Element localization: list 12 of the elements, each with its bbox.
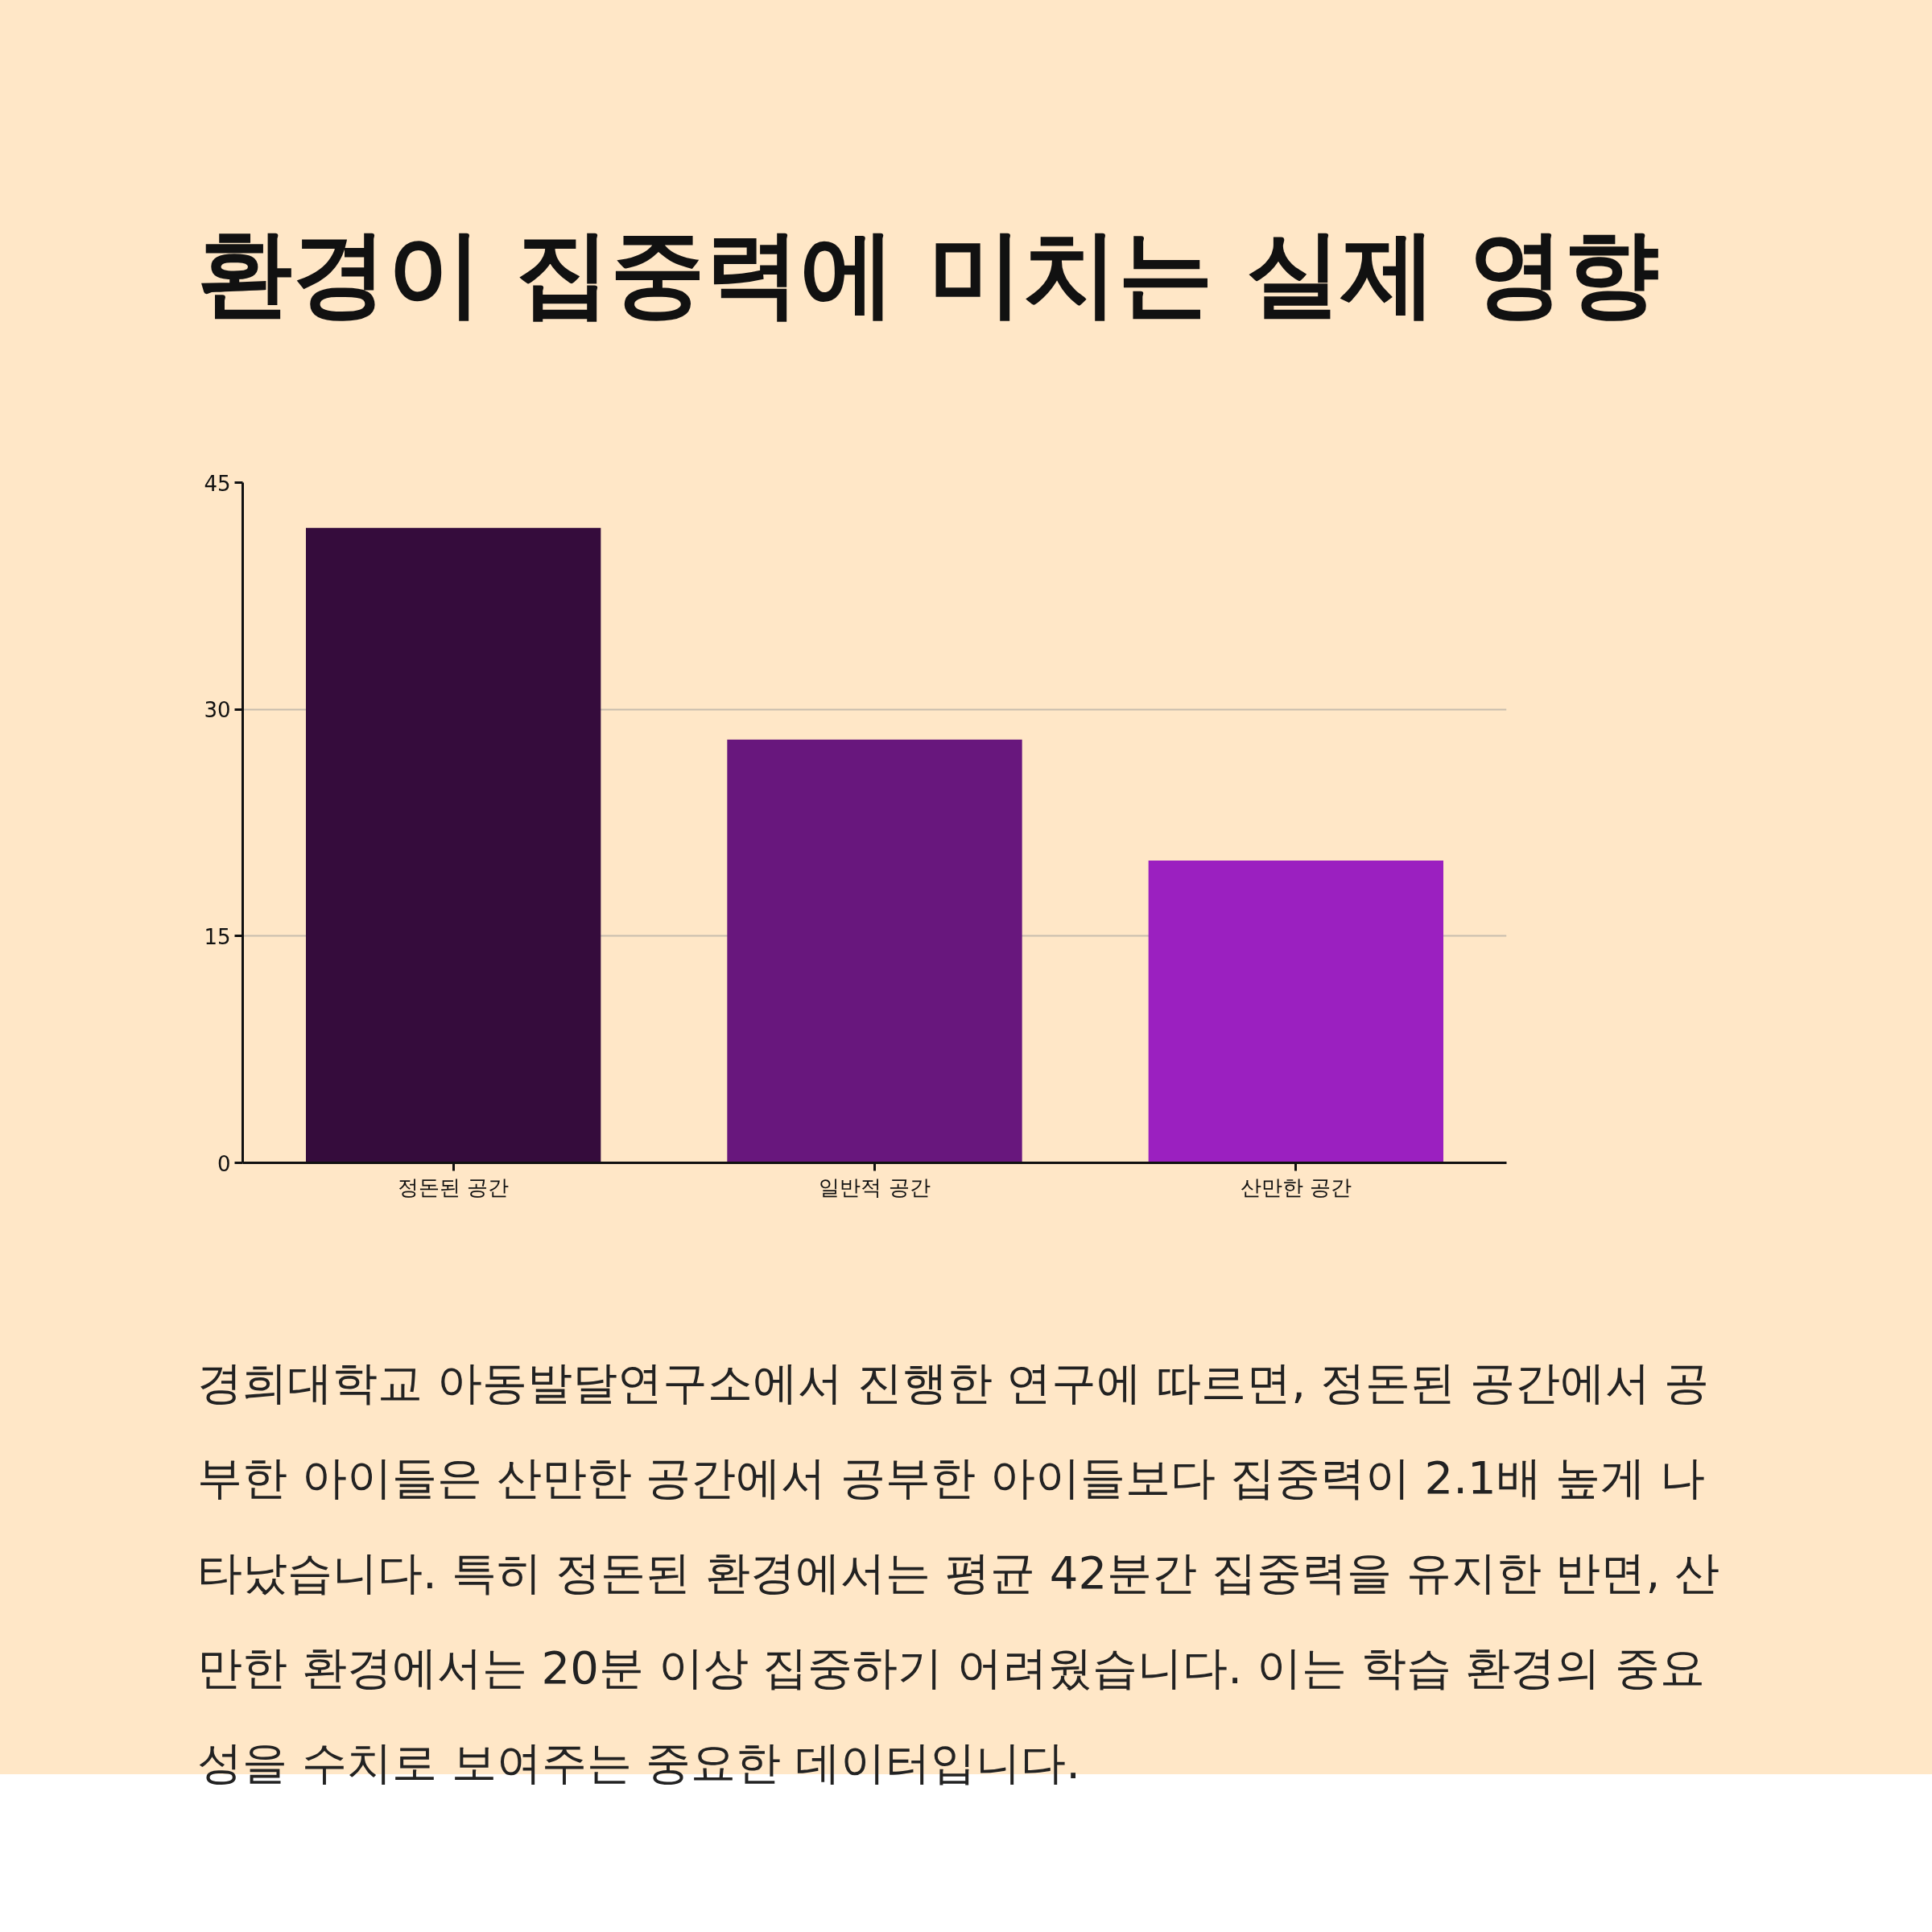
chart-title: 환경이 집중력에 미치는 실제 영향 (197, 217, 1660, 330)
bar (1148, 860, 1443, 1163)
bar (306, 527, 601, 1163)
x-tick-label: 산만한 공간 (1240, 1174, 1352, 1199)
bar (727, 739, 1022, 1163)
x-tick-label: 정돈된 공간 (398, 1174, 510, 1199)
y-tick-label: 45 (204, 471, 231, 496)
y-tick-label: 15 (204, 924, 231, 949)
x-tick-label: 일반적 공간 (819, 1174, 931, 1199)
text: 경희대학교 아동발달연구소에서 진행한 연구에 따르면, 정돈된 공간에서 공부한 아이들은 산만한 공간에서 공부한 아이들보다 집중력이 2.1배 높게 나타났습니다. 특히 정돈된 환경에서는 평균 42분간 집중력을 유지한 반면, 산만한 환경에서는 20분 이상 집중하기 어려웠습니다. 이는 학습 환경의 중요성을 수치로 보여주는 중요한 데이터입니다. (197, 1356, 1721, 1790)
y-tick-label: 30 (204, 698, 231, 723)
y-tick-label: 0 (217, 1151, 231, 1176)
